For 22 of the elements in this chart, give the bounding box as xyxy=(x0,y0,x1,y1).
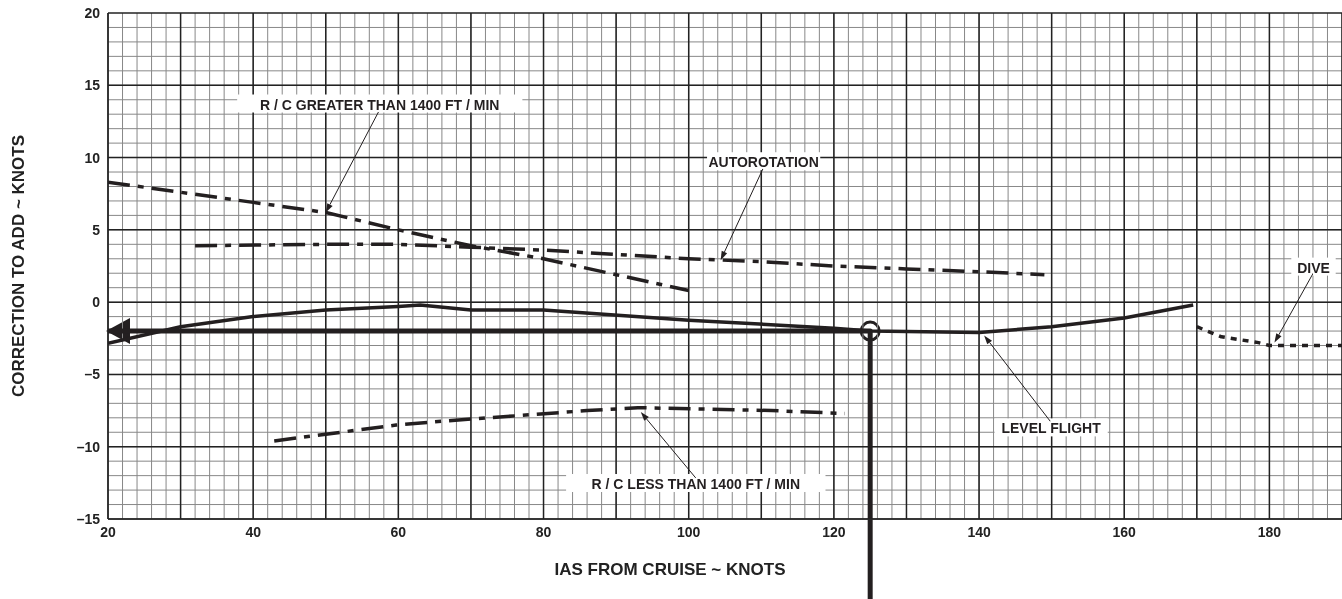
x-tick-label: 40 xyxy=(245,523,262,540)
y-axis-title: CORRECTION TO ADD ~ KNOTS xyxy=(9,134,29,398)
y-tick-label: 15 xyxy=(84,77,101,94)
x-axis-title: IAS FROM CRUISE ~ KNOTS xyxy=(554,560,786,580)
x-tick-label: 60 xyxy=(390,523,407,540)
x-tick-label: 80 xyxy=(535,523,552,540)
y-tick-label: 0 xyxy=(92,294,101,311)
x-tick-label: 120 xyxy=(822,523,846,540)
y-tick-label: –10 xyxy=(76,438,101,455)
y-tick-label: –15 xyxy=(76,510,101,527)
y-tick-label: 10 xyxy=(84,149,101,166)
y-tick-label: 5 xyxy=(92,221,101,238)
x-tick-label: 160 xyxy=(1112,523,1137,540)
x-tick-label: 140 xyxy=(967,523,991,540)
y-tick-label: –5 xyxy=(84,366,101,383)
x-tick-label: 100 xyxy=(677,523,701,540)
x-tick-label: 180 xyxy=(1257,523,1282,540)
annotation: LEVEL FLIGHT xyxy=(1001,420,1102,437)
annotation: DIVE xyxy=(1297,259,1330,276)
annotation: R / C GREATER THAN 1400 FT / MIN xyxy=(260,96,500,113)
annotation: R / C LESS THAN 1400 FT / MIN xyxy=(591,476,801,493)
y-tick-label: 20 xyxy=(84,4,101,21)
